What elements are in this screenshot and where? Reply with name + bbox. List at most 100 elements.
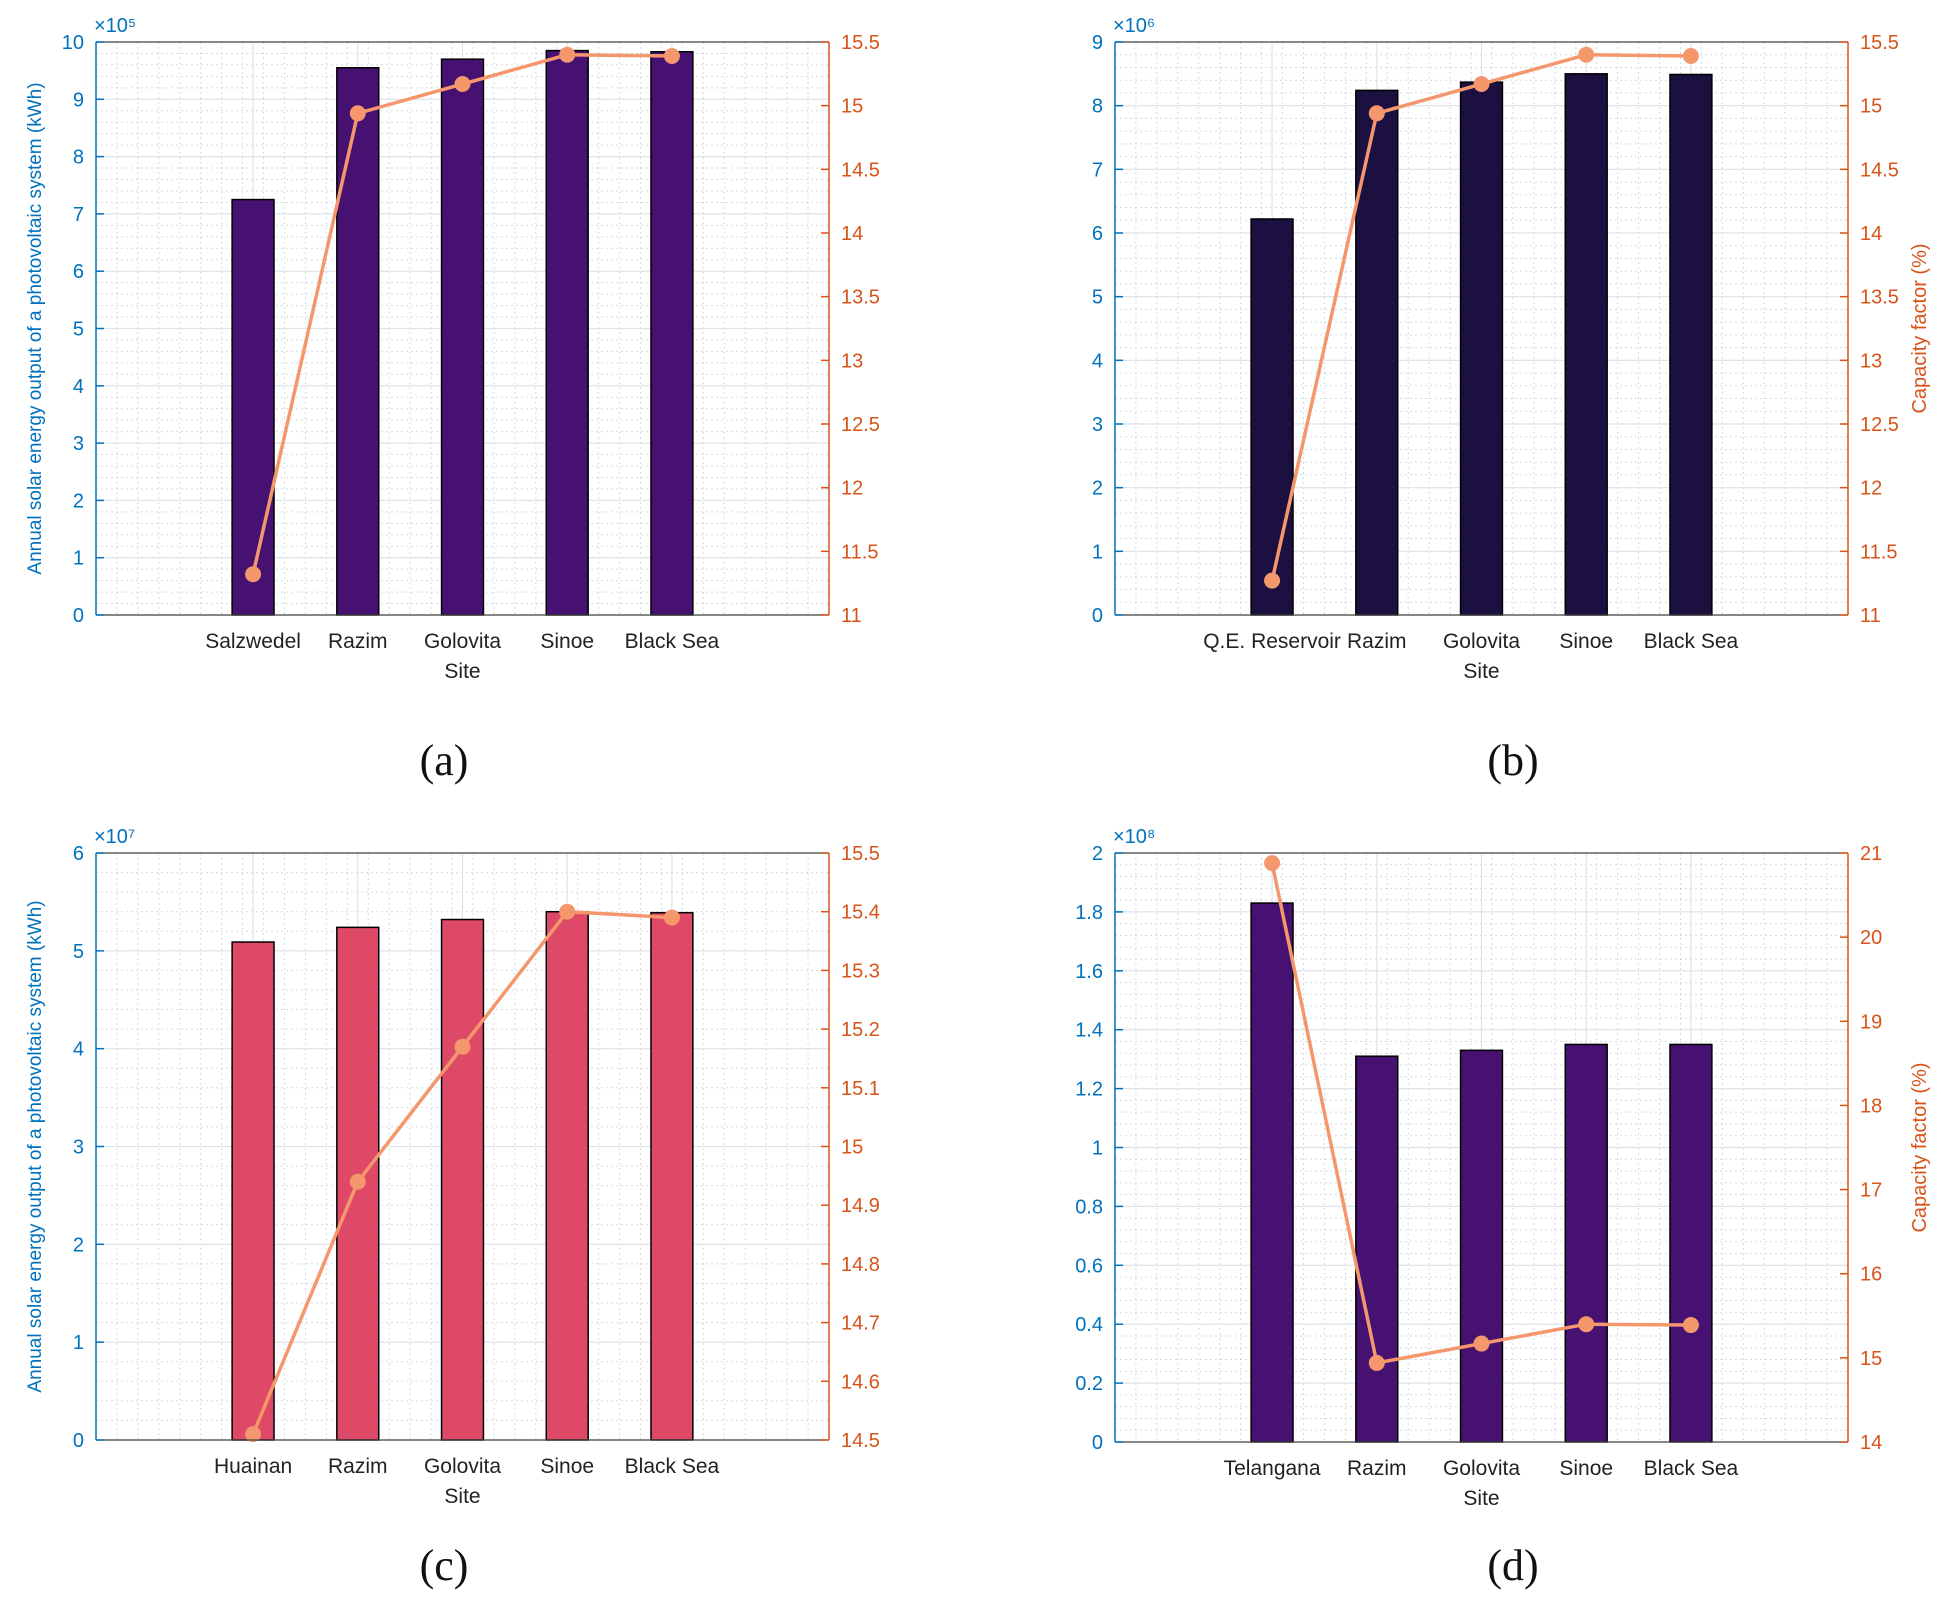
category-label: Sinoe <box>540 630 594 653</box>
category-label: Black Sea <box>625 1455 720 1478</box>
right-tick-label: 15.2 <box>841 1019 880 1041</box>
panel-label-c: (c) <box>419 1541 469 1590</box>
right-tick-label: 14.5 <box>841 159 880 181</box>
x-axis-title: Site <box>1463 1487 1499 1510</box>
right-tick-label: 14 <box>1860 1432 1882 1454</box>
category-label: Razim <box>1347 630 1407 653</box>
left-tick-label: 2 <box>73 490 84 512</box>
category-label: Black Sea <box>1644 630 1739 653</box>
right-tick-label: 14 <box>1860 223 1882 245</box>
left-tick-label: 0 <box>1092 1432 1103 1454</box>
right-tick-label: 12 <box>841 478 863 500</box>
left-tick-label: 8 <box>1092 96 1103 118</box>
bar-huainan <box>231 941 275 1441</box>
bar-q-e-reservoir <box>1250 218 1294 616</box>
capacity-factor-point <box>1264 572 1281 589</box>
category-label: Golovita <box>424 630 501 653</box>
left-tick-label: 8 <box>73 147 84 169</box>
left-tick-label: 2 <box>73 1234 84 1256</box>
panel-3: 0 1 2 3 4 5 6 14.5 14.6 14.7 14.8 14.9 15 15.1 15.2 15.… <box>25 826 880 1508</box>
category-label: Salzwedel <box>205 630 301 653</box>
left-tick-label: 3 <box>73 1137 84 1159</box>
right-tick-label: 11.5 <box>1860 541 1897 563</box>
left-tick-label: 5 <box>73 941 84 963</box>
category-label: Golovita <box>1443 630 1520 653</box>
left-tick-label: 0.6 <box>1075 1255 1103 1277</box>
x-axis-title: Site <box>444 1485 480 1508</box>
left-tick-label: 1.6 <box>1075 961 1103 983</box>
capacity-factor-point <box>349 105 366 122</box>
right-tick-label: 11 <box>841 605 862 627</box>
right-tick-label: 15 <box>1860 1348 1882 1370</box>
right-tick-label: 14.5 <box>841 1430 880 1452</box>
panel-2: 01234567891111.51212.51313.51414.51515.5… <box>1092 15 1931 683</box>
axis-exponent: ×10⁶ <box>1113 15 1155 37</box>
left-tick-label: 3 <box>1092 414 1103 436</box>
right-tick-label: 14.6 <box>841 1371 880 1393</box>
capacity-factor-point <box>559 903 576 920</box>
right-tick-label: 13 <box>1860 350 1882 372</box>
left-tick-label: 1 <box>73 548 84 570</box>
capacity-factor-point <box>245 1426 262 1443</box>
right-tick-label: 13.5 <box>841 287 880 309</box>
capacity-factor-point <box>245 566 262 583</box>
capacity-factor-point <box>349 1173 366 1190</box>
left-tick-label: 2 <box>1092 843 1103 865</box>
category-label: Sinoe <box>540 1455 594 1478</box>
capacity-factor-point <box>559 46 576 63</box>
panel-label-d: (d) <box>1487 1541 1539 1590</box>
left-tick-label: 1 <box>1092 1138 1103 1160</box>
capacity-factor-point <box>1578 1316 1595 1333</box>
left-tick-label: 4 <box>1092 350 1103 372</box>
x-axis-title: Site <box>1463 660 1499 683</box>
right-tick-label: 14.9 <box>841 1195 880 1217</box>
category-label: Black Sea <box>625 630 720 653</box>
bar-razim <box>1355 89 1399 616</box>
capacity-factor-point <box>454 1038 471 1055</box>
bar-sinoe <box>1564 73 1608 616</box>
left-tick-label: 10 <box>62 32 84 54</box>
right-tick-label: 19 <box>1860 1011 1882 1033</box>
y2-axis-title: Capacity factor (%) <box>1909 243 1931 413</box>
left-tick-label: 0 <box>73 1430 84 1452</box>
right-tick-label: 15.5 <box>841 32 880 54</box>
bar-black-sea <box>1669 73 1713 616</box>
left-tick-label: 2 <box>1092 478 1103 500</box>
left-tick-label: 1.2 <box>1075 1079 1103 1101</box>
left-tick-label: 1 <box>1092 541 1103 563</box>
right-tick-label: 18 <box>1860 1095 1882 1117</box>
category-label: Q.E. Reservoir <box>1203 630 1341 653</box>
panel-1: 0123456789101111.51212.51313.51414.51515… <box>25 15 880 683</box>
category-label: Black Sea <box>1644 1457 1739 1480</box>
right-tick-label: 15.5 <box>841 843 880 865</box>
category-label: Sinoe <box>1559 1457 1613 1480</box>
left-tick-label: 0.8 <box>1075 1196 1103 1218</box>
left-tick-label: 5 <box>73 319 84 341</box>
right-tick-label: 17 <box>1860 1180 1882 1202</box>
right-tick-label: 13.5 <box>1860 287 1899 309</box>
right-tick-label: 21 <box>1860 843 1882 865</box>
left-tick-label: 0.4 <box>1075 1314 1103 1336</box>
left-tick-label: 3 <box>73 433 84 455</box>
capacity-factor-point <box>1578 46 1595 63</box>
right-tick-label: 14.5 <box>1860 159 1899 181</box>
category-label: Huainan <box>214 1455 292 1478</box>
left-tick-label: 9 <box>1092 32 1103 54</box>
left-tick-label: 1.8 <box>1075 902 1103 924</box>
axis-exponent: ×10⁷ <box>94 826 135 848</box>
left-tick-label: 5 <box>1092 287 1103 309</box>
bar-golovita <box>1459 1049 1504 1443</box>
right-tick-label: 11 <box>1860 605 1881 627</box>
bar-razim <box>1355 1055 1399 1443</box>
category-label: Razim <box>1347 1457 1407 1480</box>
y-axis-title: Annual solar energy output of a photovol… <box>25 900 46 1392</box>
category-label: Razim <box>328 1455 388 1478</box>
left-tick-label: 6 <box>1092 223 1103 245</box>
right-tick-label: 15 <box>841 96 863 118</box>
right-tick-label: 15.3 <box>841 960 880 982</box>
right-tick-label: 14.7 <box>841 1313 880 1335</box>
right-tick-label: 14 <box>841 223 863 245</box>
bar-razim <box>336 67 380 616</box>
